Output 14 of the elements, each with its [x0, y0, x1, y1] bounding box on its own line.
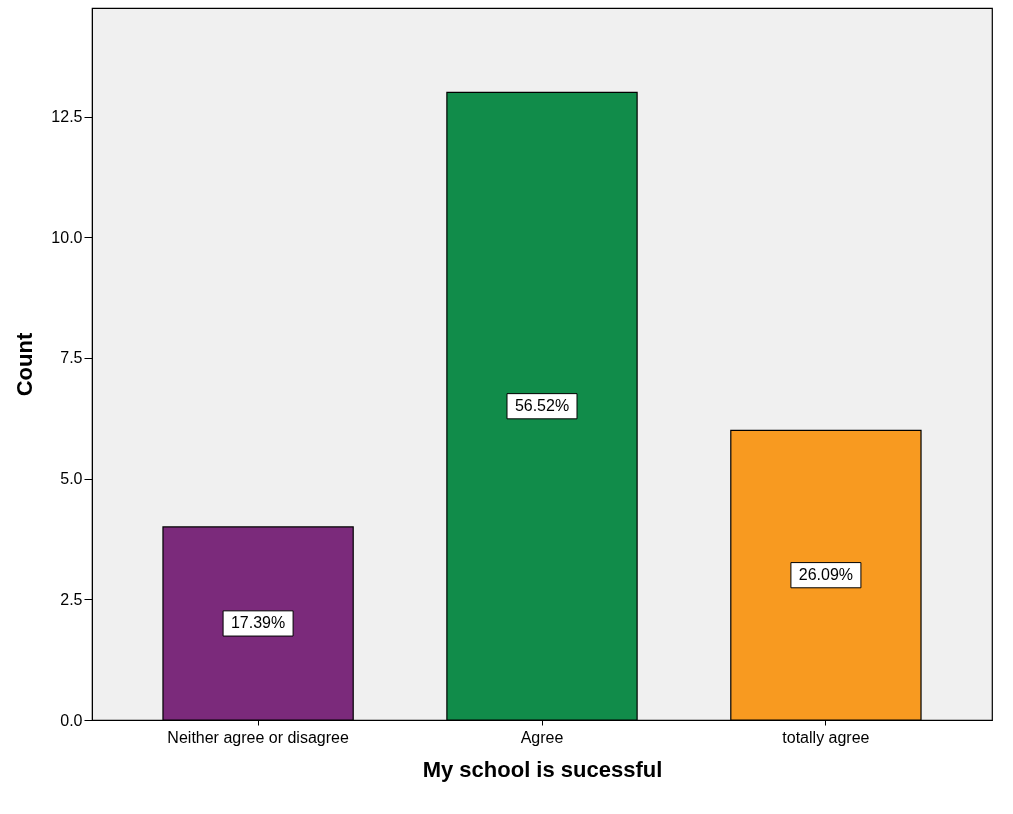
y-axis-title: Count	[12, 332, 38, 397]
y-tick-label: 12.5	[51, 108, 83, 126]
y-tick-label: 10.0	[51, 228, 83, 246]
annotation: 17.39%	[230, 614, 286, 632]
x-tick-label: Agree	[520, 728, 564, 746]
annotation: 26.09%	[798, 566, 854, 584]
y-tick-label: 2.5	[60, 590, 83, 608]
x-axis-title: My school is sucessful	[422, 756, 663, 782]
x-tick-label: Neither agree or disagree	[167, 728, 349, 746]
annotation: 56.52%	[514, 397, 570, 415]
y-tick-label: 0.0	[60, 711, 83, 729]
y-tick-label: 7.5	[60, 349, 83, 367]
x-tick-label: totally agree	[782, 728, 870, 746]
y-tick-label: 5.0	[60, 470, 83, 488]
